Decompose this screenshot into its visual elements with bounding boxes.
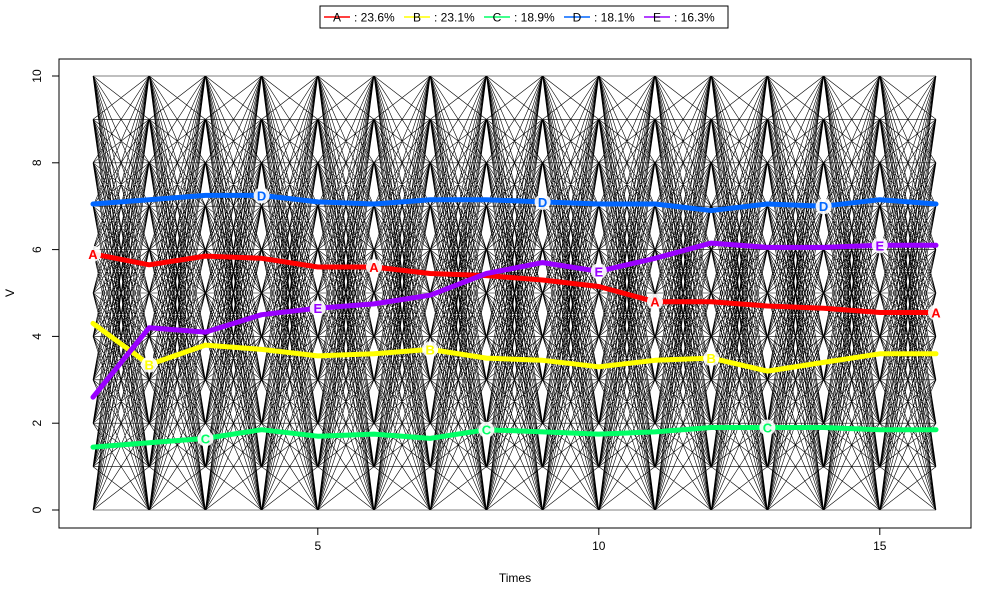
legend-key: E	[653, 11, 661, 25]
y-tick-label: 10	[30, 69, 44, 83]
legend-item-B: B : 23.1%	[404, 11, 475, 25]
axes-layer: 5 10 15 0 2 4 6 8 10	[30, 69, 887, 553]
marker-label: B	[426, 342, 435, 357]
legend: A : 23.6% B : 23.1% C : 18.9% D : 18.1% E : 16.3%	[319, 5, 729, 29]
background-transitions	[92, 75, 937, 511]
marker-label: C	[201, 431, 211, 446]
legend-box	[319, 5, 729, 29]
series-marker-A: A	[647, 293, 663, 310]
marker-layer: A A A A B B B C C C D D D E E E	[85, 187, 944, 447]
y-tick-label: 4	[30, 333, 44, 340]
y-tick-label: 2	[30, 420, 44, 427]
series-marker-A: A	[928, 304, 944, 321]
legend-item-C: C : 18.9%	[484, 11, 555, 25]
marker-label: E	[594, 264, 603, 279]
legend-label: : 23.6%	[354, 11, 395, 25]
series-marker-C: C	[759, 419, 776, 436]
legend-key: C	[493, 11, 502, 25]
marker-halo	[309, 300, 326, 317]
series-marker-B: B	[422, 341, 439, 358]
series-marker-D: D	[253, 187, 270, 204]
y-axis-label: V	[3, 289, 17, 297]
series-marker-C: C	[478, 421, 495, 438]
marker-label: E	[313, 301, 322, 316]
marker-halo	[141, 356, 158, 373]
series-marker-E: E	[590, 263, 607, 280]
marker-label: D	[538, 195, 547, 210]
marker-halo	[871, 237, 888, 254]
series-marker-B: B	[141, 356, 158, 373]
series-line-A	[90, 251, 939, 315]
x-axis-label: Times	[499, 571, 531, 585]
series-layer	[90, 192, 939, 450]
y-tick-label: 8	[30, 159, 44, 166]
marker-halo	[85, 245, 101, 262]
legend-key: D	[573, 11, 582, 25]
series-marker-A: A	[366, 259, 382, 275]
marker-label: A	[650, 295, 660, 310]
legend-label: : 23.1%	[434, 11, 475, 25]
marker-label: C	[763, 421, 773, 436]
series-line-C	[90, 425, 939, 450]
legend-label: : 16.3%	[674, 11, 715, 25]
marker-halo	[815, 198, 832, 215]
marker-label: A	[369, 260, 379, 275]
x-tick-label: 5	[314, 539, 321, 553]
marker-halo	[590, 263, 607, 280]
x-tick-label: 10	[592, 539, 606, 553]
marker-halo	[422, 341, 439, 358]
marker-label: A	[88, 247, 98, 262]
marker-label: D	[257, 188, 266, 203]
marker-label: B	[145, 358, 154, 373]
series-line-B	[90, 320, 939, 374]
background-web	[92, 75, 937, 511]
series-marker-E: E	[309, 300, 326, 317]
y-tick-label: 6	[30, 246, 44, 253]
y-tick-label: 0	[30, 506, 44, 513]
series-line-E	[90, 240, 939, 400]
legend-item-D: D : 18.1%	[564, 11, 635, 25]
legend-item-A: A : 23.6%	[324, 11, 395, 25]
marker-halo	[534, 193, 551, 210]
marker-halo	[759, 419, 776, 436]
marker-label: D	[819, 199, 828, 214]
marker-halo	[197, 430, 214, 447]
series-marker-A: A	[85, 245, 101, 262]
legend-key: B	[413, 11, 421, 25]
marker-label: A	[931, 306, 941, 321]
marker-halo	[703, 350, 720, 367]
series-marker-D: D	[815, 198, 832, 215]
marker-halo	[647, 293, 663, 310]
marker-halo	[928, 304, 944, 321]
marker-label: C	[482, 423, 492, 438]
series-marker-D: D	[534, 193, 551, 210]
marker-label: E	[875, 238, 884, 253]
legend-item-E: E : 16.3%	[644, 11, 715, 25]
marker-label: B	[707, 351, 716, 366]
legend-key: A	[333, 11, 341, 25]
series-marker-E: E	[871, 237, 888, 254]
series-line-D	[90, 192, 939, 213]
legend-label: : 18.9%	[514, 11, 555, 25]
series-marker-C: C	[197, 430, 214, 447]
series-marker-B: B	[703, 350, 720, 367]
legend-label: : 18.1%	[594, 11, 635, 25]
marker-halo	[478, 421, 495, 438]
marker-halo	[253, 187, 270, 204]
marker-halo	[366, 259, 382, 275]
x-tick-label: 15	[873, 539, 887, 553]
